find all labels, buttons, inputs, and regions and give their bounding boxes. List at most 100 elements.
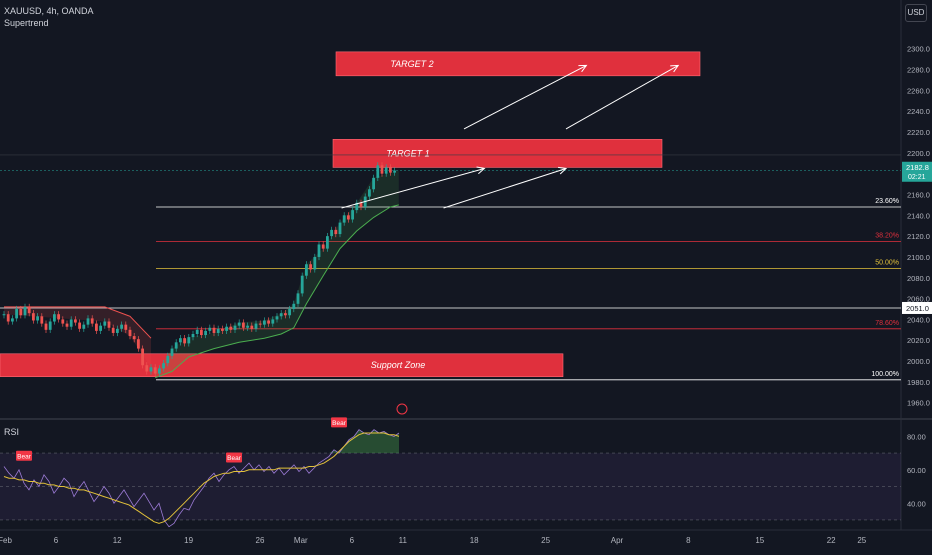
candle-body xyxy=(95,323,98,331)
candle-body xyxy=(69,319,73,327)
candle-body xyxy=(132,336,136,340)
candle-body xyxy=(237,322,241,326)
time-tick-label: Mar xyxy=(294,536,308,545)
candle-body xyxy=(305,264,308,276)
event-marker-icon xyxy=(396,403,408,415)
candle-body xyxy=(162,363,165,369)
target-arrow-head xyxy=(578,64,588,73)
time-tick-label: 6 xyxy=(54,536,59,545)
candle-body xyxy=(82,324,86,329)
candle-body xyxy=(292,303,296,310)
candle-body xyxy=(250,325,254,329)
last-price-badge xyxy=(902,161,932,182)
candle-body xyxy=(355,202,359,211)
zone-box xyxy=(332,139,663,168)
candle-body xyxy=(334,229,338,235)
candle-body xyxy=(229,326,233,330)
candle-body xyxy=(212,327,216,333)
candle-body xyxy=(107,321,111,328)
candle-body xyxy=(389,167,392,173)
time-tick-label: 12 xyxy=(113,536,122,545)
fib-price-label: 2051.0 xyxy=(906,304,929,313)
price-tick-label: 2220.0 xyxy=(907,128,930,137)
candle-body xyxy=(40,316,44,324)
time-tick-label: 25 xyxy=(857,536,866,545)
last-price-label: 2182.8 xyxy=(906,163,929,172)
candle-body xyxy=(263,320,266,325)
bear-label-box xyxy=(16,450,32,461)
candle-body xyxy=(36,316,39,321)
rsi-label: RSI xyxy=(4,427,20,437)
candle-body xyxy=(246,325,249,328)
supertrend-down-line xyxy=(4,306,152,339)
time-tick-label: 6 xyxy=(350,536,355,545)
candle-body xyxy=(351,210,354,220)
candle-body xyxy=(195,329,199,334)
zone-label: TARGET 1 xyxy=(386,148,429,158)
price-tick-label: 2160.0 xyxy=(907,190,930,199)
fib-label: 50.00% xyxy=(875,259,899,266)
price-tick-label: 2140.0 xyxy=(907,211,930,220)
candle-body xyxy=(174,342,178,349)
candle-body xyxy=(284,313,287,316)
time-tick-label: Feb xyxy=(0,536,12,545)
candle-body xyxy=(111,327,115,333)
candle-body xyxy=(170,348,174,356)
candle-body xyxy=(191,334,195,338)
candle-body xyxy=(32,313,35,321)
candle-body xyxy=(141,348,144,366)
candle-body xyxy=(242,322,245,328)
candle-body xyxy=(19,309,23,316)
candle-body xyxy=(74,319,77,323)
candle-body xyxy=(145,365,149,372)
time-tick-label: 19 xyxy=(184,536,193,545)
candle-body xyxy=(216,328,220,333)
currency-button[interactable]: USD xyxy=(905,4,927,22)
candle-body xyxy=(99,325,102,331)
supertrend-up-fill xyxy=(155,170,399,378)
time-tick-label: 8 xyxy=(686,536,691,545)
time-tick-label: 26 xyxy=(256,536,265,545)
candle-body xyxy=(153,367,157,374)
candle-body xyxy=(342,215,346,223)
candle-body xyxy=(317,244,321,257)
supertrend-down-fill xyxy=(4,306,151,368)
price-tick-label: 1980.0 xyxy=(907,378,930,387)
candle-body xyxy=(137,339,140,349)
candle-body xyxy=(57,314,60,320)
candle-body xyxy=(2,314,6,316)
price-tick-label: 2260.0 xyxy=(907,86,930,95)
price-tick-label: 2060.0 xyxy=(907,295,930,304)
candle-body xyxy=(359,202,363,207)
rsi-line xyxy=(3,429,400,528)
price-tick-label: 2000.0 xyxy=(907,357,930,366)
candle-body xyxy=(267,320,270,324)
zone-label: Support Zone xyxy=(371,360,426,370)
candle-body xyxy=(86,318,90,325)
candle-body xyxy=(23,306,27,316)
candle-body xyxy=(27,306,31,314)
candle-body xyxy=(309,264,312,270)
candle-body xyxy=(372,177,375,190)
candle-body xyxy=(78,322,81,329)
target-arrow xyxy=(463,64,587,130)
candle-body xyxy=(225,326,228,331)
target-arrow xyxy=(443,167,567,209)
candle-body xyxy=(166,355,170,364)
candle-body xyxy=(321,244,325,249)
bear-label-box xyxy=(331,417,347,428)
target-arrow xyxy=(565,64,679,130)
candle-body xyxy=(179,338,182,343)
candle-body xyxy=(90,318,94,324)
fib-price-badge xyxy=(902,301,932,314)
candle-body xyxy=(271,319,275,324)
candle-body xyxy=(53,314,56,322)
rsi-tick-label: 80.00 xyxy=(907,432,926,441)
price-tick-label: 2040.0 xyxy=(907,315,930,324)
candle-body xyxy=(15,309,18,319)
price-tick-label: 2200.0 xyxy=(907,149,930,158)
time-tick-label: 25 xyxy=(541,536,550,545)
target-arrow-head xyxy=(670,64,680,73)
